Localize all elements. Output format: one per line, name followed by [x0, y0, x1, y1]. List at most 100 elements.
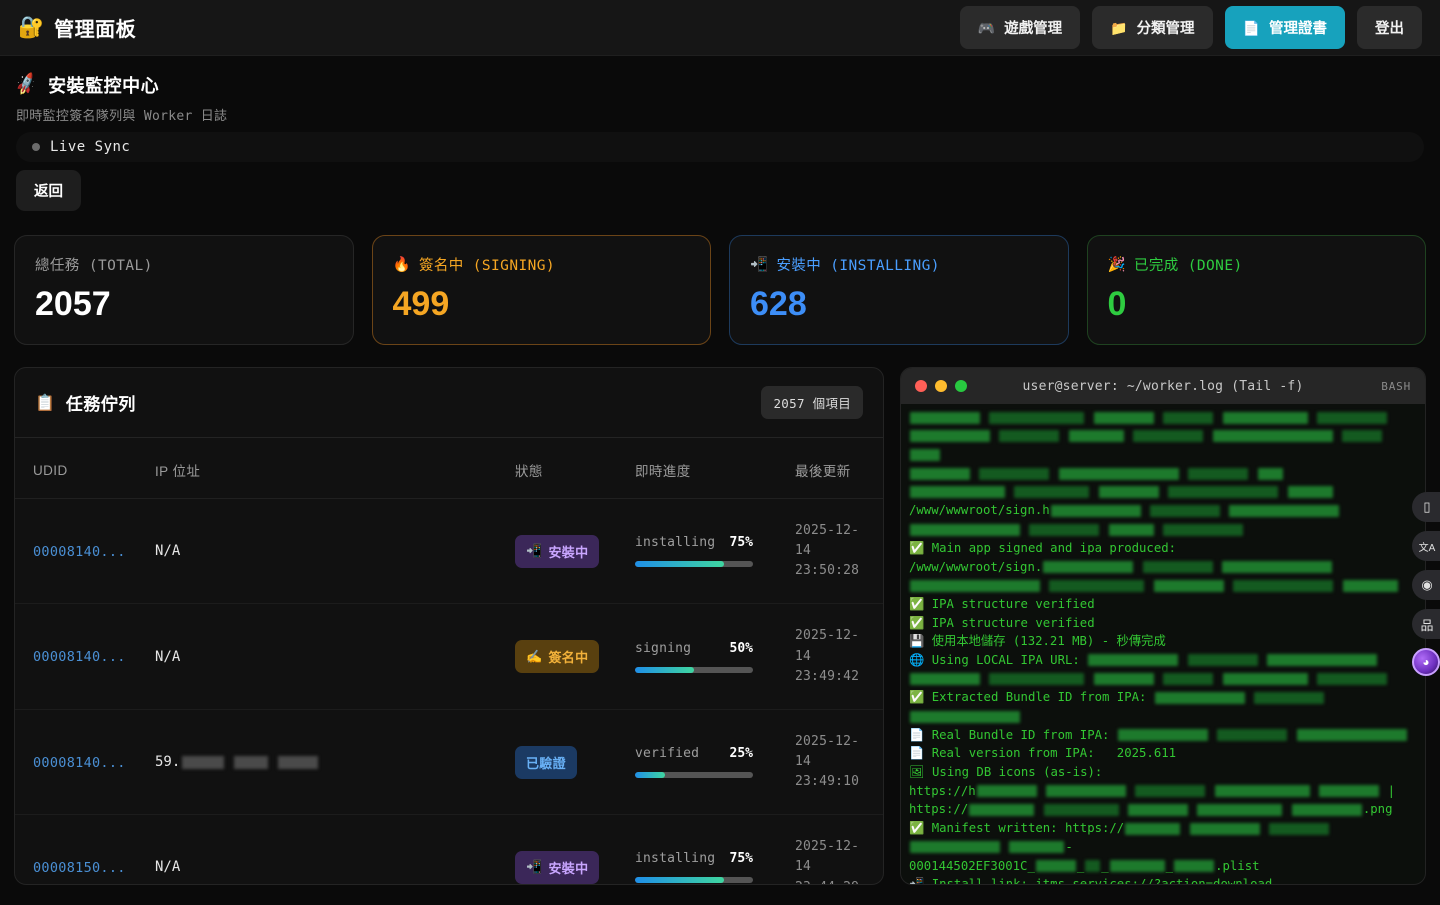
stat-card-total: 總任務 (TOTAL) 2057	[14, 235, 354, 345]
redacted-text	[1125, 822, 1181, 835]
task-queue-title: 任務佇列	[65, 395, 136, 414]
udid-link[interactable]: 00008140...	[33, 543, 126, 560]
rocket-icon: 🚀	[13, 71, 40, 98]
task-table-head: UDID IP 位址 狀態 即時進度 最後更新	[15, 438, 883, 499]
nav-button-label: 管理證書	[1269, 21, 1327, 37]
table-row[interactable]: 00008140... N/A 📲 安裝中 installing 75% 2025-12- …	[15, 498, 883, 605]
task-table-body: 00008140... N/A 📲 安裝中 installing 75% 2025-12- …	[15, 498, 883, 884]
udid-link[interactable]: 00008140...	[33, 754, 126, 771]
top-bar: 🔐 管理面板 🎮 遊戲管理 📁 分類管理 📄 管理證書 登出	[0, 0, 1440, 56]
redacted-text	[1257, 467, 1283, 480]
close-icon[interactable]	[915, 380, 927, 392]
terminal-title: user@server: ~/worker.log (Tail -f)	[1022, 378, 1304, 394]
cell-ip: N/A	[145, 603, 345, 710]
redacted-text	[1029, 523, 1100, 536]
cell-timestamp: 2025-12- 14 23:50:28	[785, 498, 883, 605]
redacted-text	[1342, 430, 1383, 443]
page-title: 🚀 安裝監控中心	[13, 71, 1424, 98]
stat-label: 安裝中 (INSTALLING)	[776, 258, 940, 274]
udid-link[interactable]: 00008150...	[33, 859, 126, 876]
terminal-panel: user@server: ~/worker.log (Tail -f) BASH…	[900, 367, 1426, 885]
status-badge: 已驗證	[515, 745, 577, 779]
stat-caption: 🔥 簽名中 (SIGNING)	[393, 254, 691, 275]
nav-button-3[interactable]: 登出	[1357, 6, 1422, 49]
progress-bar	[635, 666, 753, 673]
page-header: 🚀 安裝監控中心 即時監控簽名隊列與 Worker 日誌 Live Sync 返…	[0, 56, 1440, 211]
log-line: ✅ Extracted Bundle ID from IPA:	[909, 688, 1417, 725]
log-line	[909, 670, 1417, 689]
stat-caption: 🎉 已完成 (DONE)	[1108, 254, 1406, 275]
udid-link[interactable]: 00008140...	[33, 649, 126, 666]
nav-button-2[interactable]: 📄 管理證書	[1224, 6, 1345, 49]
redacted-text	[910, 486, 1005, 499]
nav-button-1[interactable]: 📁 分類管理	[1092, 6, 1213, 49]
redacted-text	[1222, 411, 1308, 424]
redacted-text	[1035, 860, 1076, 872]
redacted-text	[1163, 411, 1214, 424]
avatar-icon[interactable]: ◕	[1412, 648, 1440, 676]
lock-icon: 🔐	[18, 16, 45, 39]
log-icon: ✅	[909, 690, 932, 705]
apps-grid-icon[interactable]: 品	[1412, 609, 1440, 639]
book-icon[interactable]: ▯	[1412, 492, 1440, 522]
cell-status: 📲 安裝中	[505, 814, 625, 884]
task-queue-panel: 📋 任務佇列 2057 個項目 UDID IP 位址 狀態 即時進度 最後更新 0000…	[14, 367, 884, 885]
status-badge: 📲 安裝中	[515, 850, 600, 884]
redacted-text	[1135, 785, 1206, 798]
redacted-text	[1187, 654, 1258, 667]
broadcast-icon[interactable]: ◉	[1412, 570, 1440, 600]
redacted-text	[1189, 822, 1260, 835]
terminal-log[interactable]: /www/wwwroot/sign.h ✅ Main app signed an…	[901, 404, 1425, 884]
table-row[interactable]: 00008140... 59. 已驗證 verified 25% 2025-12- 14 …	[15, 709, 883, 816]
log-line: ✅ IPA structure verified	[909, 615, 1095, 630]
cell-status: 📲 安裝中	[505, 498, 625, 605]
redacted-text	[910, 430, 990, 443]
redacted-text	[1212, 430, 1333, 443]
redacted-text	[1014, 486, 1090, 499]
minimize-icon[interactable]	[935, 380, 947, 392]
redacted-text	[910, 710, 1020, 723]
redacted-text	[1267, 654, 1378, 667]
log-line: ✅ Main app signed and ipa produced:	[909, 540, 1177, 555]
redacted-text	[1217, 729, 1288, 742]
live-status-dot	[32, 143, 40, 151]
live-sync-label: Live Sync	[50, 139, 131, 155]
redacted-text	[910, 579, 1040, 592]
column-header-3: 狀態	[505, 438, 625, 499]
progress-fill	[635, 561, 724, 568]
table-row[interactable]: 00008150... N/A 📲 安裝中 installing 75% 2025-12- …	[15, 814, 883, 884]
redacted-text	[1153, 579, 1224, 592]
cell-status: 已驗證	[505, 709, 625, 816]
log-line: https://h |	[909, 783, 1396, 798]
cell-udid: 00008150...	[15, 814, 145, 884]
log-icon: 📄	[909, 727, 932, 742]
redacted-ip-segment	[234, 755, 269, 769]
clipboard-icon: 📋	[35, 394, 55, 412]
page-subtitle: 即時監控簽名隊列與 Worker 日誌	[16, 109, 228, 124]
redacted-text	[1163, 673, 1214, 686]
brand-title: 管理面板	[54, 19, 137, 41]
back-button[interactable]: 返回	[16, 170, 81, 211]
column-header-1: IP 位址	[145, 438, 345, 499]
log-line: 💾 使用本地儲存 (132.21 MB) - 秒傳完成	[909, 634, 1166, 649]
log-line: ✅ Manifest written: https:// -	[909, 819, 1417, 856]
maximize-icon[interactable]	[955, 380, 967, 392]
cell-udid: 00008140...	[15, 709, 145, 816]
task-table-scroll[interactable]: UDID IP 位址 狀態 即時進度 最後更新 00008140... N/A 📲 安裝中 in…	[15, 438, 883, 884]
table-row[interactable]: 00008140... N/A ✍ 簽名中 signing 50% 2025-12- 14 …	[15, 603, 883, 710]
status-badge: 📲 安裝中	[515, 534, 600, 568]
status-icon: 📲	[526, 543, 543, 559]
log-line: 🖼 Using DB icons (as-is):	[909, 765, 1103, 780]
redacted-text	[1154, 691, 1245, 704]
redacted-text	[1317, 411, 1388, 424]
stat-label: 總任務 (TOTAL)	[35, 258, 153, 274]
stat-icon: 🎉	[1107, 257, 1126, 273]
log-line: 📲 Install link: itms-services://?action=…	[909, 875, 1417, 884]
log-icon: 📲	[909, 877, 932, 884]
translate-icon[interactable]: 文A	[1412, 531, 1440, 561]
brand: 🔐 管理面板	[18, 13, 136, 42]
nav-button-label: 遊戲管理	[1004, 21, 1063, 37]
nav-button-0[interactable]: 🎮 遊戲管理	[959, 6, 1081, 49]
column-header-0: UDID	[15, 438, 145, 499]
column-header-2	[345, 438, 505, 499]
